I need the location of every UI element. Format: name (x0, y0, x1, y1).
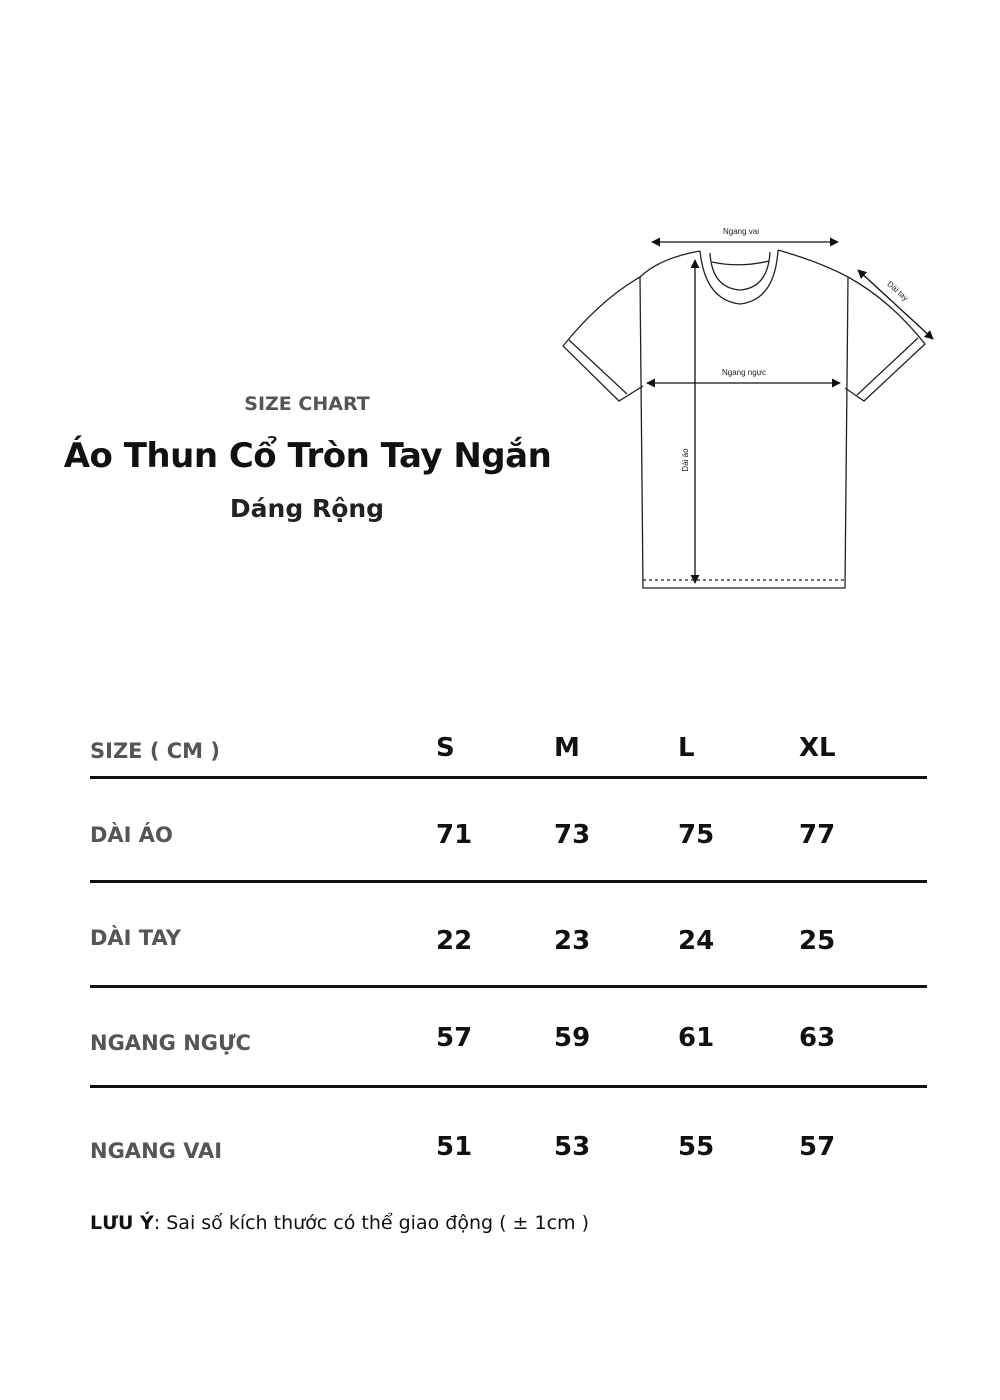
row-label-shoulder: NGANG VAI (90, 1139, 223, 1163)
note-text: : Sai số kích thước có thể giao động ( ±… (153, 1212, 589, 1234)
table-cell: 57 (799, 1132, 836, 1162)
table-cell: 59 (554, 1023, 591, 1053)
table-cell: 77 (799, 820, 836, 850)
tshirt-outline (562, 249, 926, 589)
table-cell: 63 (799, 1023, 836, 1053)
length-label: Dài áo (681, 448, 690, 472)
page-title: Áo Thun Cổ Tròn Tay Ngắn (63, 436, 552, 476)
table-cell: 57 (436, 1023, 473, 1053)
divider (90, 985, 927, 988)
table-cell: 75 (678, 820, 715, 850)
divider (90, 880, 927, 883)
measurement-arrows (646, 237, 934, 584)
row-label-length: DÀI ÁO (90, 823, 173, 847)
divider (90, 1085, 927, 1088)
size-header-s: S (436, 733, 455, 763)
table-cell: 24 (678, 926, 715, 956)
table-cell: 73 (554, 820, 591, 850)
note-label: LƯU Ý (90, 1212, 154, 1234)
page-subtitle: Dáng Rộng (229, 494, 385, 523)
table-cell: 23 (554, 926, 591, 956)
size-chart-kicker: SIZE CHART (244, 393, 370, 415)
table-cell: 53 (554, 1132, 591, 1162)
size-header-m: M (554, 733, 580, 763)
table-cell: 51 (436, 1132, 473, 1162)
row-label-sleeve: DÀI TAY (90, 926, 181, 950)
sleeve-arrow (857, 269, 934, 340)
divider (90, 776, 927, 779)
table-cell: 25 (799, 926, 836, 956)
size-header-l: L (678, 733, 695, 763)
row-label-chest: NGANG NGỰC (90, 1031, 251, 1055)
table-cell: 71 (436, 820, 473, 850)
tolerance-note: LƯU Ý: Sai số kích thước có thể giao độn… (90, 1212, 589, 1234)
table-cell: 61 (678, 1023, 715, 1053)
table-cell: 22 (436, 926, 473, 956)
table-header-label: SIZE ( CM ) (90, 739, 220, 763)
table-cell: 55 (678, 1132, 715, 1162)
chest-label: Ngang ngực (722, 368, 766, 377)
shoulder-label: Ngang vai (723, 227, 759, 236)
size-header-xl: XL (799, 733, 836, 763)
